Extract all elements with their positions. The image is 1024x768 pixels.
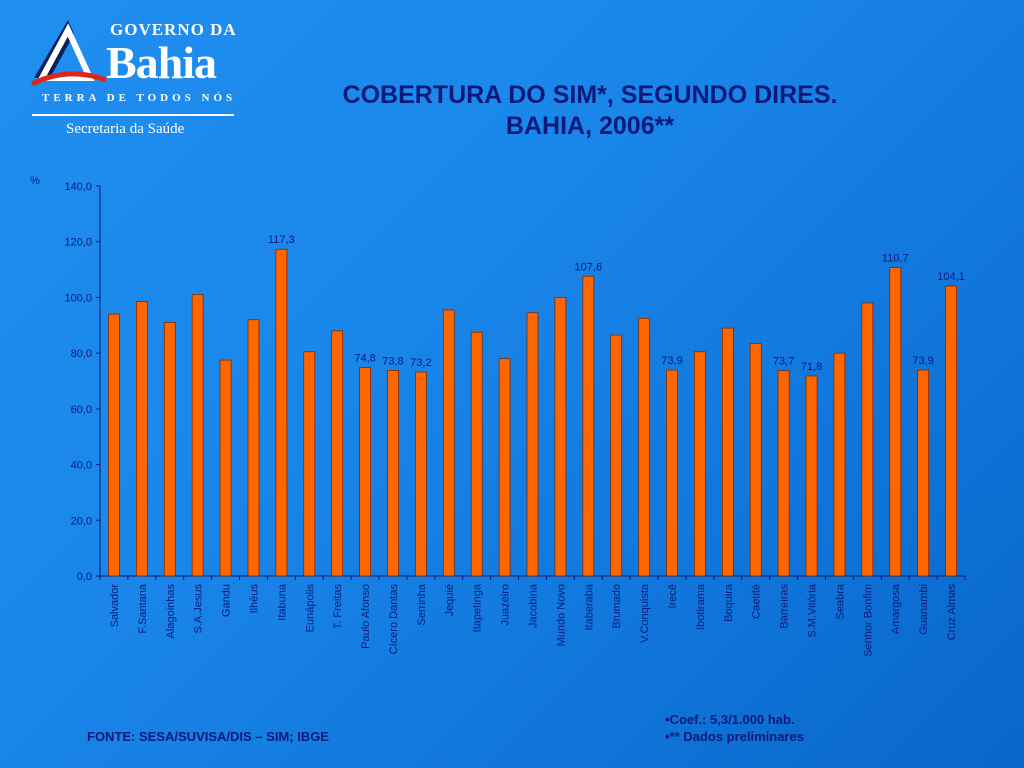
category-label: Boquira [723, 583, 735, 622]
category-label: Seabra [834, 583, 846, 619]
category-label: Irecê [667, 584, 679, 608]
bar [917, 369, 930, 577]
bar [135, 301, 148, 577]
category-label: Caetité [751, 584, 763, 619]
bar [247, 319, 260, 577]
bar [945, 285, 957, 577]
bar [359, 367, 371, 577]
bar [331, 330, 344, 577]
y-tick-label: 140,0 [64, 181, 92, 193]
y-tick-label: 60,0 [71, 404, 92, 416]
category-label: Barreiras [779, 584, 791, 629]
bahia-logo-icon [30, 20, 107, 87]
category-label: Ilhéus [248, 584, 260, 614]
category-label: Itaberaba [583, 583, 595, 630]
category-label: Amargosa [890, 583, 902, 634]
data-label: 71,8 [801, 361, 822, 373]
data-label: 74,8 [354, 353, 375, 365]
bar [582, 275, 595, 577]
data-label: 73,9 [661, 355, 682, 367]
data-label: 73,8 [382, 355, 403, 367]
logo-divider [32, 114, 234, 116]
bar [610, 334, 623, 577]
y-tick-label: 100,0 [64, 292, 92, 304]
data-label: 73,7 [773, 356, 794, 368]
bar [694, 351, 706, 577]
category-label: Juazeiro [500, 584, 512, 626]
bar [805, 375, 818, 577]
category-label: Serrinha [416, 583, 428, 625]
logo-governo-text: GOVERNO DA [110, 20, 237, 39]
data-label: 107,6 [575, 261, 603, 273]
category-label: Alagoinhas [165, 584, 177, 639]
category-label: Jequié [444, 584, 456, 616]
chart-title: COBERTURA DO SIM*, SEGUNDO DIRES. BAHIA,… [290, 80, 890, 142]
governo-bahia-logo: GOVERNO DA Bahia TERRA DE TODOS NÓS Secr… [28, 14, 243, 144]
bar [303, 351, 316, 577]
bar [833, 352, 846, 577]
category-label: Itapetinga [472, 583, 484, 632]
footnotes: •Coef.: 5,3/1.000 hab. •** Dados prelimi… [665, 711, 804, 745]
y-axis-label: % [30, 175, 40, 187]
category-label: Eunápolis [304, 584, 316, 633]
category-label: V.Conquista [639, 583, 651, 643]
y-tick-label: 80,0 [71, 348, 92, 360]
chart-title-line1: COBERTURA DO SIM*, SEGUNDO DIRES. [342, 81, 838, 109]
bar [889, 267, 902, 577]
chart-title-line2: BAHIA, 2006** [505, 112, 675, 140]
bar [387, 370, 399, 577]
bar-chart: 0,0 20,0 40,0 60,0 80,0 100,0 120,0 140,0% Salva… [30, 175, 966, 657]
bar [861, 302, 874, 577]
y-tick-label: 0,0 [77, 571, 92, 583]
category-label: Ibotirama [695, 583, 707, 630]
category-label: F.Santana [137, 583, 149, 633]
footnote-preliminary: •** Dados preliminares [665, 729, 804, 744]
bar [721, 327, 734, 577]
bar [638, 317, 651, 577]
category-label: Cícero Dantas [388, 584, 400, 655]
category-label: Senhor Bonfim [862, 584, 874, 657]
data-label: 117,3 [268, 234, 295, 246]
category-label: S.M.Vitória [807, 583, 819, 637]
category-label: Guanambi [918, 584, 930, 635]
footnote-coef: •Coef.: 5,3/1.000 hab. [665, 712, 795, 727]
data-label: 104,1 [937, 271, 965, 283]
logo-bahia-text: Bahia [106, 37, 217, 88]
category-label: Jacobina [528, 583, 540, 628]
logo-secretaria: Secretaria da Saúde [66, 121, 185, 137]
bar [749, 342, 762, 577]
bar [108, 313, 120, 577]
y-tick-label: 40,0 [71, 460, 92, 472]
source-note: FONTE: SESA/SUVISA/DIS – SIM; IBGE [87, 729, 329, 744]
category-label: Brumado [611, 584, 623, 629]
category-label: Gandu [221, 584, 233, 617]
category-label: T. Freitas [332, 584, 344, 630]
bar [219, 359, 232, 577]
category-label: S.A.Jesus [193, 584, 205, 634]
category-label: Mundo Novo [555, 584, 567, 646]
bar [414, 371, 427, 577]
category-label: Cruz Almas [946, 584, 958, 641]
bar [191, 294, 204, 577]
bar [275, 248, 288, 577]
category-label: Salvador [109, 584, 121, 628]
data-label: 73,9 [912, 355, 933, 367]
y-tick-label: 120,0 [64, 237, 92, 249]
bar [470, 331, 483, 577]
logo-tagline: TERRA DE TODOS NÓS [42, 92, 237, 104]
y-tick-label: 20,0 [71, 515, 92, 527]
category-label: Itabuna [276, 583, 288, 621]
category-label: Paulo Afonso [360, 584, 372, 649]
data-label: 110,7 [882, 253, 909, 265]
bar [554, 297, 567, 577]
bar [666, 369, 678, 577]
bar [777, 370, 790, 577]
bar [498, 358, 511, 577]
bar [526, 312, 539, 577]
bar [442, 309, 455, 577]
bar [163, 322, 176, 577]
data-label: 73,2 [410, 357, 431, 369]
